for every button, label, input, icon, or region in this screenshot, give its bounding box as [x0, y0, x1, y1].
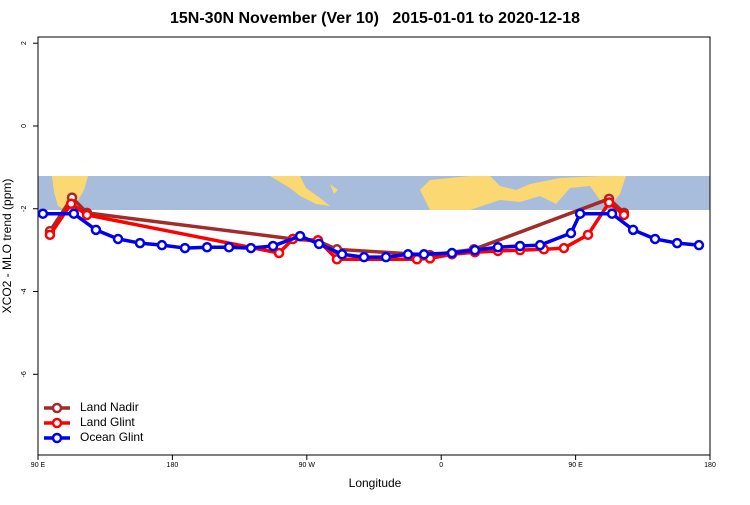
point	[273, 247, 285, 259]
point	[649, 233, 661, 245]
x-tick-label: 0	[439, 462, 443, 469]
x-tick-label: 180	[704, 462, 716, 469]
point	[574, 208, 586, 219]
point	[358, 251, 370, 263]
point	[418, 249, 430, 260]
point	[44, 229, 56, 241]
point	[336, 249, 348, 260]
point	[618, 209, 630, 221]
point	[68, 208, 80, 219]
legend-marker	[51, 417, 63, 429]
point	[603, 197, 615, 208]
legend-marker	[51, 402, 63, 414]
point	[223, 241, 235, 253]
plot-layer: 90 E 180 90 W 0 90 E 180 2 0 -2 -4 -6 Land NadirLan…	[21, 41, 716, 469]
x-tick-label: 180	[167, 462, 179, 469]
point	[65, 198, 77, 210]
point	[245, 242, 257, 254]
map-band	[38, 176, 710, 210]
point	[492, 241, 504, 253]
point	[156, 239, 168, 251]
point	[380, 251, 392, 263]
x-tick-label: 90 E	[31, 462, 46, 469]
y-tick-label: -4	[21, 288, 28, 294]
point	[179, 242, 191, 254]
y-tick-label: -2	[21, 206, 28, 212]
point	[201, 241, 213, 253]
point	[402, 249, 414, 260]
y-tick-label: 2	[21, 41, 28, 45]
point	[37, 208, 49, 219]
x-axis-label: Longitude	[349, 476, 402, 490]
legend-label: Land Nadir	[80, 400, 139, 414]
point	[534, 239, 546, 251]
y-tick-label: 0	[21, 124, 28, 128]
point	[693, 239, 705, 251]
point	[112, 233, 124, 245]
point	[134, 237, 146, 249]
point	[558, 242, 570, 254]
y-axis-label: XCO2 - MLO trend (ppm)	[0, 179, 14, 314]
legend-marker	[51, 432, 63, 444]
chart-title: 15N-30N November (Ver 10) 2015-01-01 to …	[170, 10, 580, 27]
legend-label: Ocean Glint	[80, 430, 144, 444]
point	[294, 230, 306, 242]
y-tick-label: -6	[21, 371, 28, 377]
point	[606, 208, 618, 219]
point	[627, 224, 639, 236]
point	[582, 229, 594, 241]
point	[514, 240, 526, 252]
point	[313, 238, 325, 250]
point	[565, 227, 577, 239]
series-line	[48, 195, 626, 257]
point	[671, 237, 683, 249]
point	[81, 209, 93, 221]
x-tick-label: 90 E	[568, 462, 583, 469]
point	[446, 247, 458, 259]
legend-label: Land Glint	[80, 415, 135, 429]
point	[469, 244, 481, 256]
plot-frame	[37, 36, 711, 456]
x-tick-label: 90 W	[299, 462, 316, 469]
point	[267, 240, 279, 252]
point	[90, 224, 102, 236]
